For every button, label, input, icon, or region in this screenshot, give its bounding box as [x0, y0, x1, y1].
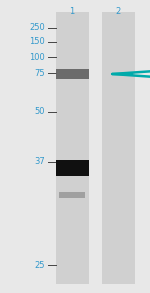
- Bar: [59, 192, 85, 198]
- Text: 75: 75: [34, 69, 45, 78]
- Text: 150: 150: [29, 38, 45, 47]
- Text: 1: 1: [69, 8, 75, 16]
- Text: 50: 50: [34, 108, 45, 117]
- Text: 2: 2: [116, 8, 121, 16]
- Text: 100: 100: [29, 52, 45, 62]
- Bar: [102, 12, 135, 284]
- Text: 25: 25: [34, 260, 45, 270]
- Bar: [56, 160, 88, 176]
- Bar: [56, 69, 88, 79]
- Bar: [56, 12, 88, 284]
- Text: 37: 37: [34, 158, 45, 166]
- Text: 250: 250: [29, 23, 45, 33]
